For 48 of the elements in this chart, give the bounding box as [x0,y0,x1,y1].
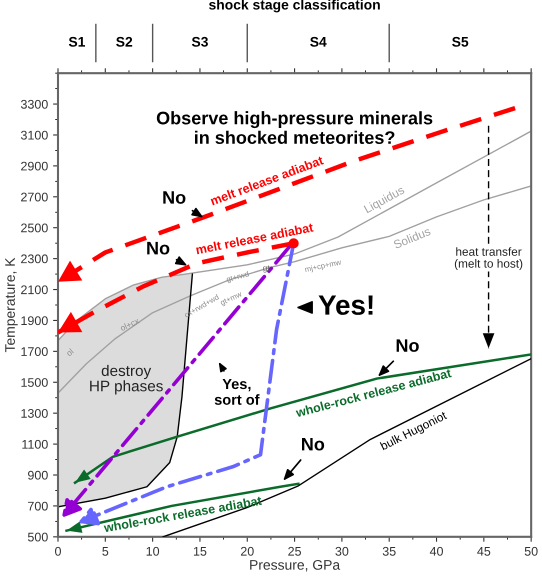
y-tick-label: 500 [28,532,48,542]
y-axis-title: Temperature, K [5,258,18,352]
x-tick-label: 5 [102,547,108,556]
y-tick-label: 900 [28,470,48,480]
y-tick-label: 2700 [21,192,48,202]
y-tick-label: 700 [28,502,48,511]
text: S2 [116,36,132,47]
y-tick-label: 3100 [20,130,48,140]
annotation: gt [263,265,270,273]
annotation: No [147,242,170,255]
text: S3 [192,36,208,47]
x-tick-label: 0 [55,546,61,556]
annotation: Yes, sort of [214,378,260,405]
y-tick-label: 2500 [21,224,48,232]
x-tick-label: 45 [477,547,490,556]
x-axis-title: Pressure, GPa [250,560,340,572]
text: S1 [68,36,86,47]
text: whole-rock release adiabat [103,496,262,532]
text: S4 [310,36,327,47]
y-tick-label: 1300 [21,408,48,418]
x-tick-label: 35 [382,546,396,556]
text: Observe high-pressure minerals in shocked meteorites? [156,111,432,144]
y-tick-label: 1900 [21,316,48,326]
annotation: ol+cx [120,317,140,332]
x-tick-label: 25 [288,546,302,556]
annotation: Yes! [318,296,373,315]
x-tick-label: 40 [430,546,443,556]
y-tick-label: 3300 [20,100,48,109]
x-tick-label: 50 [524,546,538,556]
annotation: No [163,191,186,204]
text: S5 [452,36,468,47]
text: melt release adiabat [196,222,314,254]
y-tick-label: 2900 [21,162,48,171]
y-tick-label: 1100 [22,440,48,449]
annotation: destroy HP phases [90,364,163,394]
y-tick-label: 2300 [21,254,48,264]
x-tick-label: 10 [146,546,160,556]
y-tick-label: 1500 [21,378,48,387]
x-tick-label: 15 [194,547,206,556]
annotation: heat transfer (melt to host) [454,247,522,270]
annotation: No [396,339,419,352]
text: Solidus [392,226,432,249]
x-tick-label: 20 [240,546,254,556]
x-tick-label: 30 [335,546,348,556]
y-tick-label: 1700 [21,347,48,356]
annotation: No [302,438,324,451]
y-tick-label: 2100 [21,285,48,294]
annotation: ol [66,348,74,356]
